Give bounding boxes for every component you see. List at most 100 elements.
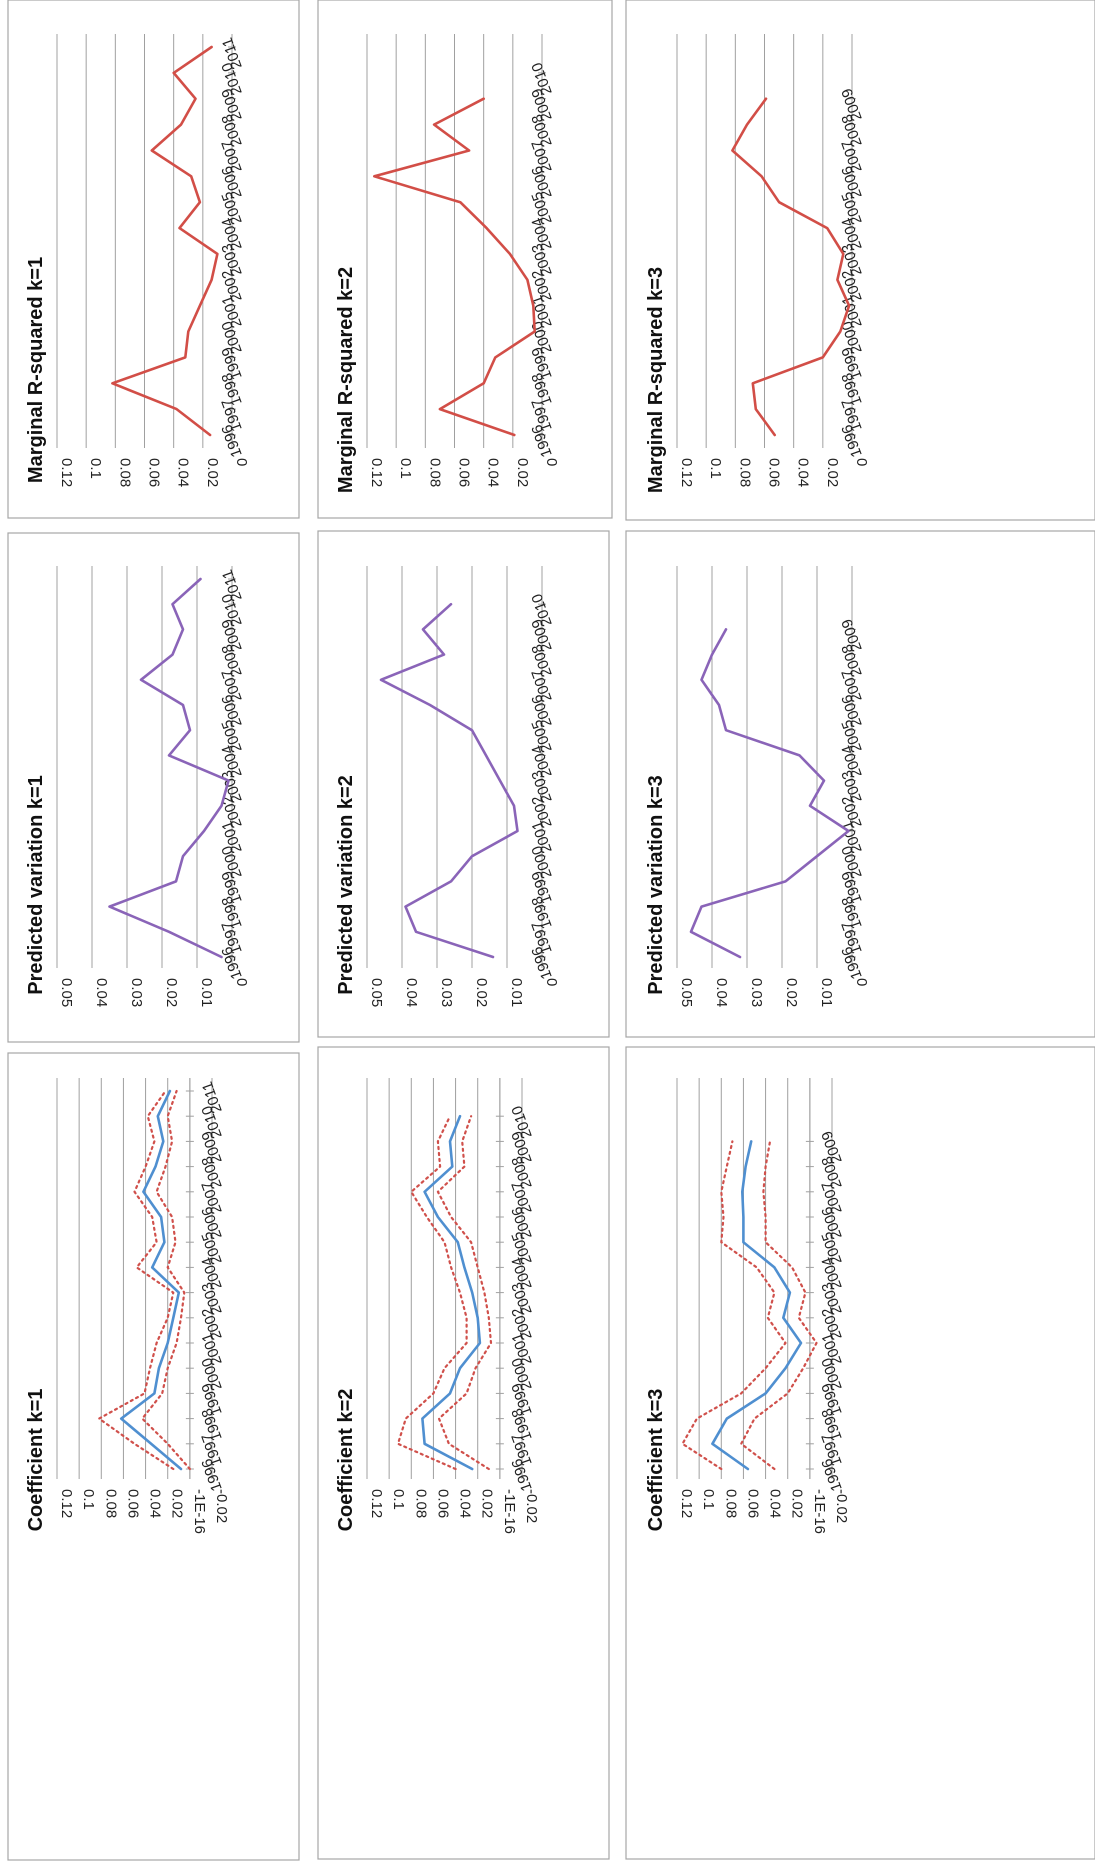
- value-tick-label: 0.12: [368, 458, 385, 487]
- value-tick-label: 0.02: [479, 1489, 496, 1518]
- value-tick-label: 0.06: [744, 1489, 761, 1518]
- value-tick-label: 0.04: [713, 978, 730, 1007]
- band-line-upper: [681, 1140, 787, 1471]
- value-tick-label: -1E-16: [811, 1489, 828, 1534]
- value-tick-label: 0.03: [748, 978, 765, 1007]
- value-tick-label: 0: [853, 458, 870, 466]
- value-tick-label: 0.08: [412, 1489, 429, 1518]
- value-tick-label: 0.08: [102, 1489, 119, 1518]
- chart-panel-9: 00.020.040.060.080.10.121996199719981999…: [625, 0, 1095, 521]
- value-tick-label: 0.02: [204, 458, 221, 487]
- value-tick-label: 0.12: [58, 1489, 75, 1518]
- panel-frame: [625, 0, 1095, 521]
- series-line: [119, 1089, 183, 1471]
- value-tick-label: 0.06: [766, 458, 783, 487]
- value-tick-label: 0.06: [124, 1489, 141, 1518]
- value-tick-label: 0.03: [438, 978, 455, 1007]
- value-tick-label: 0: [853, 978, 870, 986]
- chart-title: Coefficient k=3: [645, 1389, 667, 1532]
- chart-panel-6: 00.020.040.060.080.10.121996199719981999…: [317, 0, 613, 519]
- value-tick-label: 0.04: [767, 1489, 784, 1518]
- chart-title: Coefficient k=2: [335, 1389, 357, 1532]
- band-line-lower: [141, 1089, 191, 1471]
- value-tick-label: 0.12: [678, 1489, 695, 1518]
- value-tick-label: 0.08: [426, 458, 443, 487]
- value-tick-label: 0.03: [128, 978, 145, 1007]
- panel-frame: [317, 530, 610, 1038]
- value-tick-label: 0.05: [678, 978, 695, 1007]
- series-line: [711, 1140, 803, 1471]
- value-tick-label: 0.02: [473, 978, 490, 1007]
- value-tick-label: 0.06: [434, 1489, 451, 1518]
- value-tick-label: 0.04: [795, 458, 812, 487]
- panel-frame: [317, 0, 613, 519]
- value-tick-label: -1E-16: [501, 1489, 518, 1534]
- value-tick-label: 0.02: [163, 978, 180, 1007]
- chart-title: Predicted variation k=2: [335, 775, 357, 995]
- series-line: [372, 97, 537, 437]
- panel-frame: [7, 532, 300, 1043]
- value-tick-label: -0.02: [833, 1489, 850, 1523]
- value-tick-label: 0.12: [678, 458, 695, 487]
- series-line: [379, 602, 519, 959]
- value-tick-label: 0.08: [722, 1489, 739, 1518]
- panel-frame: [625, 530, 1095, 1038]
- series-line: [111, 45, 219, 437]
- value-tick-label: 0.04: [93, 978, 110, 1007]
- value-tick-label: -0.02: [523, 1489, 540, 1523]
- value-tick-label: 0.02: [169, 1489, 186, 1518]
- value-tick-label: 0: [233, 978, 250, 986]
- value-tick-label: -0.02: [213, 1489, 230, 1523]
- chart-panel-4: -0.02-1E-160.020.040.060.080.10.12199619…: [317, 1046, 610, 1860]
- value-tick-label: 0: [543, 978, 560, 986]
- value-tick-label: 0.05: [58, 978, 75, 1007]
- chart-panel-1: -0.02-1E-160.020.040.060.080.10.12199619…: [7, 1052, 300, 1861]
- value-tick-label: 0.02: [783, 978, 800, 1007]
- value-tick-label: 0: [233, 458, 250, 466]
- series-line: [421, 1114, 482, 1471]
- value-tick-label: 0.04: [147, 1489, 164, 1518]
- value-tick-label: 0.12: [368, 1489, 385, 1518]
- value-tick-label: 0.04: [403, 978, 420, 1007]
- value-tick-label: 0.1: [80, 1489, 97, 1510]
- chart-title: Predicted variation k=3: [645, 775, 667, 995]
- value-tick-label: 0.05: [368, 978, 385, 1007]
- value-tick-label: 0.1: [87, 458, 104, 479]
- band-line-upper: [97, 1089, 175, 1471]
- value-tick-label: -1E-16: [191, 1489, 208, 1534]
- value-tick-label: 0.02: [514, 458, 531, 487]
- value-tick-label: 0.06: [146, 458, 163, 487]
- chart-panel-7: -0.02-1E-160.020.040.060.080.10.12199619…: [625, 1046, 1095, 1860]
- value-tick-label: 0.1: [390, 1489, 407, 1510]
- series-line: [731, 97, 851, 437]
- value-tick-label: 0.06: [456, 458, 473, 487]
- panel-frame: [7, 0, 300, 519]
- chart-title: Marginal R-squared k=3: [645, 267, 667, 493]
- chart-title: Marginal R-squared k=2: [335, 267, 357, 493]
- value-tick-label: 0.04: [175, 458, 192, 487]
- value-tick-label: 0: [543, 458, 560, 466]
- value-tick-label: 0.01: [508, 978, 525, 1007]
- value-tick-label: 0.02: [789, 1489, 806, 1518]
- value-tick-label: 0.1: [397, 458, 414, 479]
- series-line: [689, 628, 850, 959]
- value-tick-label: 0.1: [707, 458, 724, 479]
- value-tick-label: 0.08: [736, 458, 753, 487]
- band-line-lower: [740, 1140, 818, 1471]
- value-tick-label: 0.02: [824, 458, 841, 487]
- chart-title: Marginal R-squared k=1: [25, 257, 47, 483]
- series-line: [108, 577, 230, 959]
- chart-panel-3: 00.020.040.060.080.10.121996199719981999…: [7, 0, 300, 519]
- chart-panel-8: 00.010.020.030.040.051996199719981999200…: [625, 530, 1095, 1038]
- chart-title: Predicted variation k=1: [25, 775, 47, 995]
- value-tick-label: 0.04: [457, 1489, 474, 1518]
- chart-title: Coefficient k=1: [25, 1389, 47, 1532]
- band-line-upper: [396, 1115, 468, 1471]
- panel-frame: [625, 1046, 1095, 1860]
- value-tick-label: 0.12: [58, 458, 75, 487]
- band-line-lower: [436, 1115, 493, 1471]
- chart-panel-5: 00.010.020.030.040.051996199719981999200…: [317, 530, 610, 1038]
- value-tick-label: 0.01: [818, 978, 835, 1007]
- value-tick-label: 0.01: [198, 978, 215, 1007]
